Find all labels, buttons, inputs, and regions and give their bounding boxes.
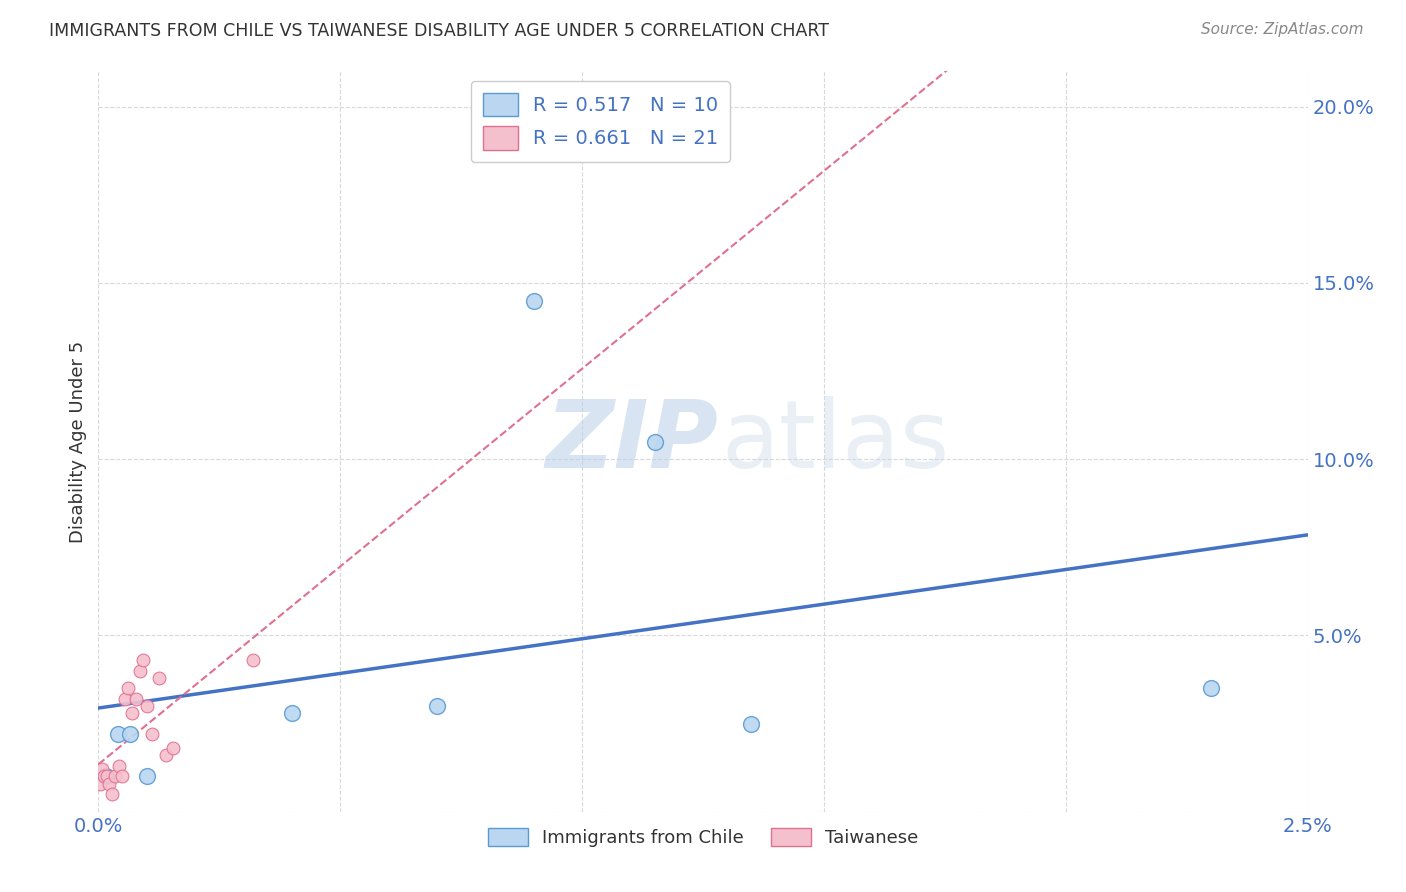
Point — [107, 727, 129, 741]
Point — [426, 698, 449, 713]
Point — [93, 769, 115, 783]
Point — [740, 716, 762, 731]
Legend: Immigrants from Chile, Taiwanese: Immigrants from Chile, Taiwanese — [481, 821, 925, 855]
Point — [125, 692, 148, 706]
Text: IMMIGRANTS FROM CHILE VS TAIWANESE DISABILITY AGE UNDER 5 CORRELATION CHART: IMMIGRANTS FROM CHILE VS TAIWANESE DISAB… — [49, 22, 830, 40]
Point — [141, 727, 163, 741]
Text: ZIP: ZIP — [546, 395, 718, 488]
Point — [104, 769, 127, 783]
Point — [107, 759, 129, 773]
Point — [101, 787, 124, 801]
Point — [135, 769, 157, 783]
Point — [98, 776, 121, 790]
Point — [155, 748, 177, 763]
Text: Source: ZipAtlas.com: Source: ZipAtlas.com — [1201, 22, 1364, 37]
Point — [89, 776, 111, 790]
Point — [1199, 681, 1222, 696]
Point — [135, 698, 157, 713]
Point — [91, 763, 114, 777]
Point — [111, 769, 134, 783]
Point — [117, 681, 139, 696]
Text: atlas: atlas — [721, 395, 949, 488]
Point — [94, 769, 117, 783]
Point — [118, 727, 141, 741]
Point — [148, 671, 170, 685]
Point — [114, 692, 136, 706]
Point — [121, 706, 143, 720]
Point — [242, 653, 264, 667]
Point — [523, 293, 546, 308]
Point — [644, 434, 666, 449]
Point — [128, 664, 150, 678]
Y-axis label: Disability Age Under 5: Disability Age Under 5 — [69, 341, 87, 542]
Point — [132, 653, 155, 667]
Point — [162, 741, 184, 756]
Point — [96, 769, 118, 783]
Point — [281, 706, 304, 720]
